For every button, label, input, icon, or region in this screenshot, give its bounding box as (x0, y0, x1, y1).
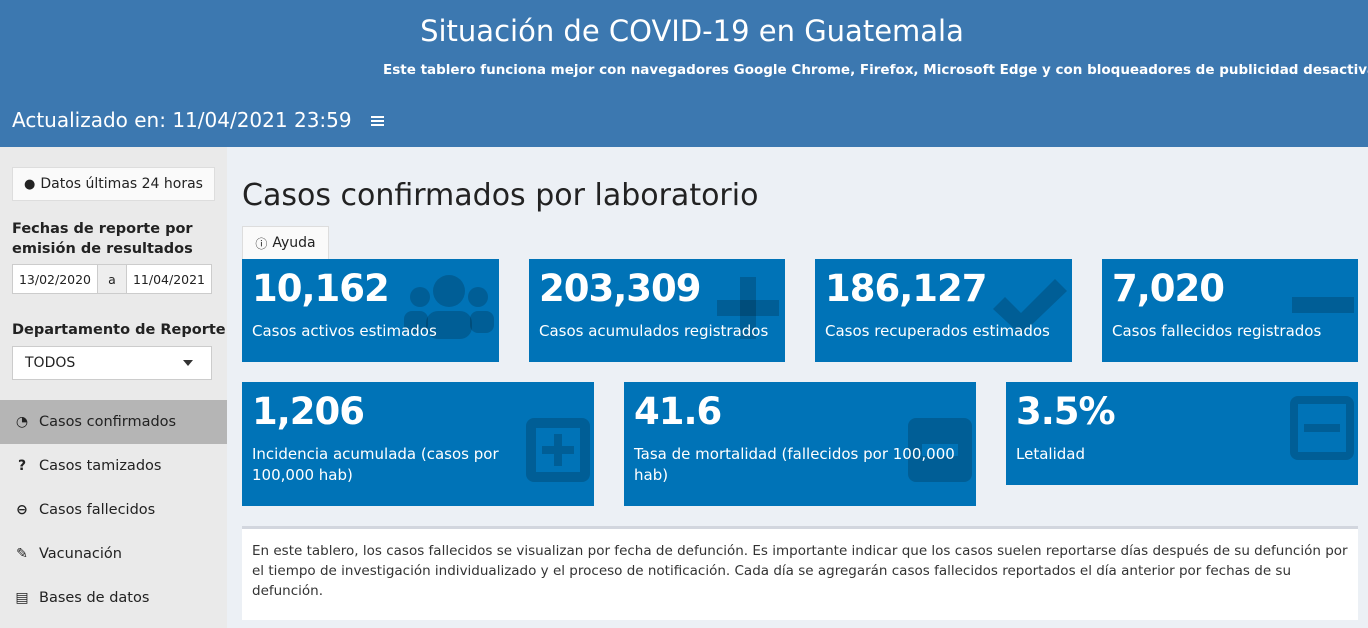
dept-select[interactable]: TODOS (12, 346, 212, 380)
value-box: 203,309 Casos acumulados registrados (529, 259, 785, 362)
menu-item[interactable]: ⊖ Casos fallecidos (16, 502, 156, 518)
menu-item[interactable]: ◔ Casos confirmados (0, 400, 227, 444)
button-label: Datos últimas 24 horas (40, 176, 203, 192)
value-box: 1,206 Incidencia acumulada (casos por 100… (242, 382, 594, 506)
menu-toggle[interactable] (371, 115, 385, 128)
subtitle: Este tablero funciona mejor con navegado… (383, 62, 1368, 78)
value-box: 41.6 Tasa de mortalidad (fallecidos por 1… (624, 382, 976, 506)
value-box: 186,127 Casos recuperados estimados (815, 259, 1072, 362)
header: Situación de COVID-19 en Guatemala Este … (0, 0, 1368, 147)
help-label: Ayuda (272, 235, 316, 251)
box-value: 7,020 (1112, 267, 1225, 310)
dept-label: Departamento de Reporte (12, 322, 226, 338)
menu-label: Bases de datos (39, 590, 150, 606)
note: En este tablero, los casos fallecidos se… (242, 526, 1358, 620)
sidebar: ● Datos últimas 24 horas Fechas de report… (0, 147, 227, 628)
box-label: Casos recuperados estimados (825, 322, 1050, 340)
box-label: Letalidad (1016, 445, 1085, 463)
box-value: 186,127 (825, 267, 988, 310)
box-value: 3.5% (1016, 390, 1116, 433)
date-sep: a (97, 264, 127, 294)
box-value: 41.6 (634, 390, 722, 433)
heading: Casos confirmados por laboratorio (242, 178, 759, 213)
value-box: 10,162 Casos activos estimados (242, 259, 499, 362)
date-label: Fechas de reporte por emisión de resulta… (12, 221, 193, 257)
last-24h-button[interactable]: ● Datos últimas 24 horas (12, 167, 215, 201)
box-label: Casos fallecidos registrados (1112, 322, 1322, 340)
box-label: Casos acumulados registrados (539, 322, 769, 340)
menu-label: Vacunación (39, 546, 122, 562)
menu-item[interactable]: ✎ Vacunación (16, 546, 122, 562)
menu-item[interactable]: ? Casos tamizados (17, 458, 162, 474)
value-box: 7,020 Casos fallecidos registrados (1102, 259, 1358, 362)
box-value: 203,309 (539, 267, 702, 310)
date-to[interactable]: 11/04/2021 (126, 264, 212, 294)
box-label: Casos activos estimados (252, 322, 437, 340)
updated: Actualizado en: 11/04/2021 23:59 (12, 108, 352, 132)
menu-item[interactable]: ▤ Bases de datos (15, 590, 150, 606)
box-value: 1,206 (252, 390, 365, 433)
date-from[interactable]: 13/02/2020 (12, 264, 98, 294)
dept-value: TODOS (25, 355, 76, 371)
menu-label: Casos fallecidos (39, 502, 156, 518)
menu-label: Casos tamizados (39, 458, 162, 474)
menu-label: Casos confirmados (39, 414, 177, 430)
title: Situación de COVID-19 en Guatemala (420, 14, 964, 48)
box-label: Tasa de mortalidad (fallecidos por 100,0… (634, 445, 955, 484)
help-button[interactable]: ⓘ Ayuda (242, 226, 329, 259)
value-box: 3.5% Letalidad (1006, 382, 1358, 485)
box-label: Incidencia acumulada (casos por 100,000 … (252, 445, 499, 484)
box-value: 10,162 (252, 267, 390, 310)
